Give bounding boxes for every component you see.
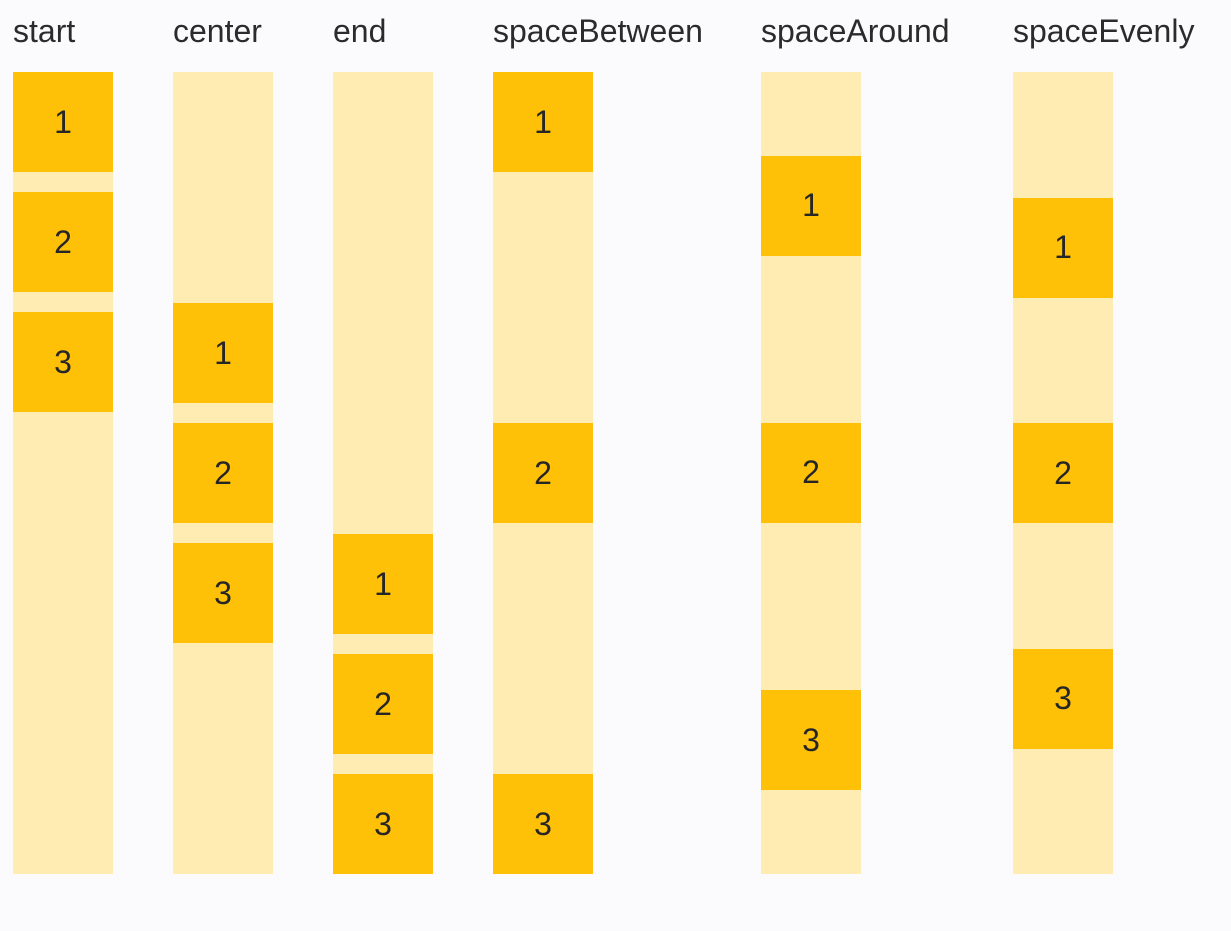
column-start: start 1 2 3: [13, 12, 113, 874]
flex-item-3: 3: [493, 774, 593, 874]
flex-item-1: 1: [1013, 197, 1113, 298]
track-space-between: 1 2 3: [493, 72, 593, 874]
column-label-end: end: [333, 13, 387, 49]
column-end: end 1 2 3: [333, 12, 433, 874]
column-label-space-evenly: spaceEvenly: [1013, 13, 1195, 49]
flex-item-1: 1: [13, 72, 113, 172]
track-center: 1 2 3: [173, 72, 273, 874]
alignment-demo-row: start 1 2 3 center 1 2 3 end 1 2 3 space…: [13, 12, 1195, 874]
flex-item-1: 1: [761, 155, 861, 256]
column-space-around: spaceAround 1 2 3: [761, 12, 953, 874]
flex-item-2: 2: [761, 422, 861, 523]
flex-item-3: 3: [761, 690, 861, 791]
column-label-space-between: spaceBetween: [493, 13, 703, 49]
column-space-evenly: spaceEvenly 1 2 3: [1013, 12, 1195, 874]
flex-item-2: 2: [13, 192, 113, 292]
track-start: 1 2 3: [13, 72, 113, 874]
flex-item-1: 1: [173, 303, 273, 403]
column-label-start: start: [13, 13, 76, 49]
track-end: 1 2 3: [333, 72, 433, 874]
flex-item-2: 2: [493, 423, 593, 523]
column-space-between: spaceBetween 1 2 3: [493, 12, 703, 874]
track-space-around: 1 2 3: [761, 72, 861, 874]
flex-item-3: 3: [1013, 648, 1113, 749]
flex-item-1: 1: [493, 72, 593, 172]
column-label-center: center: [173, 13, 262, 49]
flex-item-2: 2: [1013, 423, 1113, 523]
flex-item-2: 2: [333, 654, 433, 754]
flex-item-3: 3: [13, 312, 113, 412]
flex-item-1: 1: [333, 534, 433, 634]
flex-item-3: 3: [333, 774, 433, 874]
flex-item-2: 2: [173, 423, 273, 523]
column-label-space-around: spaceAround: [761, 13, 950, 49]
column-center: center 1 2 3: [173, 12, 273, 874]
track-space-evenly: 1 2 3: [1013, 72, 1113, 874]
flex-item-3: 3: [173, 543, 273, 643]
